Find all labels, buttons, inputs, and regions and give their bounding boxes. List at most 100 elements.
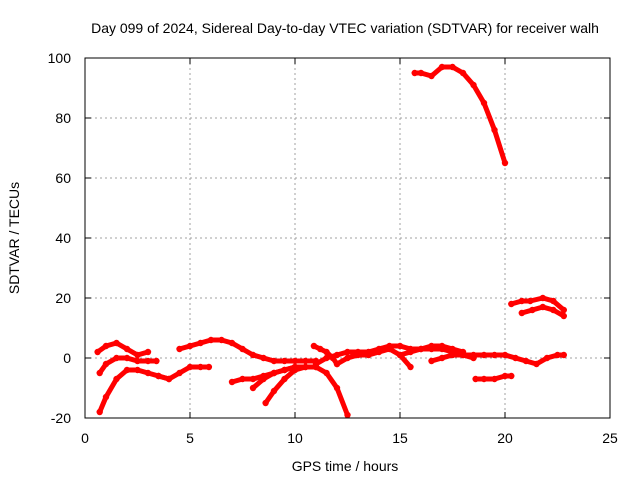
data-point (333, 360, 341, 368)
data-point (197, 363, 204, 371)
data-point (239, 375, 246, 383)
y-axis-label: SDTVAR / TECUs (6, 182, 22, 294)
data-point (491, 126, 498, 134)
data-point (522, 357, 530, 365)
data-point (262, 399, 269, 407)
data-point (291, 366, 299, 374)
data-point (428, 72, 435, 80)
data-point (512, 354, 519, 362)
data-point (438, 354, 446, 362)
x-axis-label: GPS time / hours (292, 458, 399, 474)
data-point (550, 306, 557, 314)
data-point (480, 375, 488, 383)
series-arc-2 (96, 354, 160, 377)
data-point (344, 354, 351, 362)
data-point (207, 336, 215, 344)
data-point (508, 300, 515, 308)
data-point (176, 345, 183, 353)
data-point (539, 303, 546, 311)
axis-ticks: 0 5 10 15 20 25 -20 0 20 40 60 80 100 (48, 50, 618, 446)
data-point (317, 345, 324, 353)
data-point (155, 372, 162, 380)
data-point (134, 357, 141, 365)
data-point (144, 369, 152, 377)
data-point (407, 348, 414, 356)
data-point (113, 354, 120, 362)
data-point (310, 342, 318, 350)
data-point (417, 345, 425, 353)
data-point (550, 297, 557, 305)
series-arc-16 (508, 294, 567, 314)
data-point (480, 99, 488, 107)
data-point (134, 366, 141, 374)
data-point (417, 69, 425, 77)
data-point (165, 375, 173, 383)
data-point (396, 342, 404, 350)
x-tick-label: 25 (602, 430, 618, 446)
data-point (176, 369, 183, 377)
data-point (281, 375, 288, 383)
data-point (470, 81, 477, 89)
data-point (113, 339, 120, 347)
y-tick-label: 60 (55, 170, 71, 186)
data-point (428, 357, 435, 365)
data-point (501, 351, 509, 359)
x-tick-label: 10 (287, 430, 303, 446)
x-tick-label: 20 (497, 430, 513, 446)
data-point (260, 375, 267, 383)
data-point (472, 375, 479, 383)
data-point (96, 369, 103, 377)
data-point (354, 351, 362, 359)
data-point (102, 393, 110, 401)
data-point (134, 351, 141, 359)
data-point (365, 351, 372, 359)
y-tick-label: 0 (63, 350, 71, 366)
data-point (144, 348, 152, 356)
data-point (527, 297, 534, 305)
data-point (123, 345, 131, 353)
data-point (249, 351, 257, 359)
data-point (491, 351, 498, 359)
y-tick-label: 80 (55, 110, 71, 126)
data-point (228, 378, 236, 386)
y-tick-label: 40 (55, 230, 71, 246)
data-point (218, 336, 225, 344)
data-point (270, 369, 278, 377)
data-point (260, 354, 267, 362)
data-point (407, 363, 414, 371)
y-tick-label: 100 (48, 50, 72, 66)
chart-title: Day 099 of 2024, Sidereal Day-to-day VTE… (91, 20, 599, 36)
data-point (102, 360, 110, 368)
data-point (312, 360, 320, 368)
series-arc-13 (428, 351, 477, 365)
data-point (539, 294, 546, 302)
data-point (102, 342, 110, 350)
data-point (508, 372, 515, 380)
data-point (375, 348, 383, 356)
series-arc-15 (472, 372, 515, 383)
data-point (270, 387, 278, 395)
data-point (529, 306, 536, 314)
data-point (459, 351, 467, 359)
data-point (186, 363, 194, 371)
x-tick-label: 15 (392, 430, 408, 446)
data-point (344, 411, 351, 419)
data-point (249, 384, 257, 392)
data-point (249, 375, 257, 383)
data-point (543, 354, 551, 362)
data-point (491, 375, 498, 383)
data-series (94, 63, 567, 419)
series-arc-8 (262, 363, 351, 419)
data-point (449, 345, 456, 353)
data-point (94, 348, 101, 356)
data-point (323, 348, 330, 356)
data-point (281, 357, 288, 365)
data-point (302, 357, 309, 365)
data-point (554, 351, 561, 359)
data-point (281, 366, 288, 374)
data-point (518, 309, 525, 317)
data-point (480, 351, 488, 359)
data-point (333, 351, 341, 359)
data-point (123, 366, 131, 374)
